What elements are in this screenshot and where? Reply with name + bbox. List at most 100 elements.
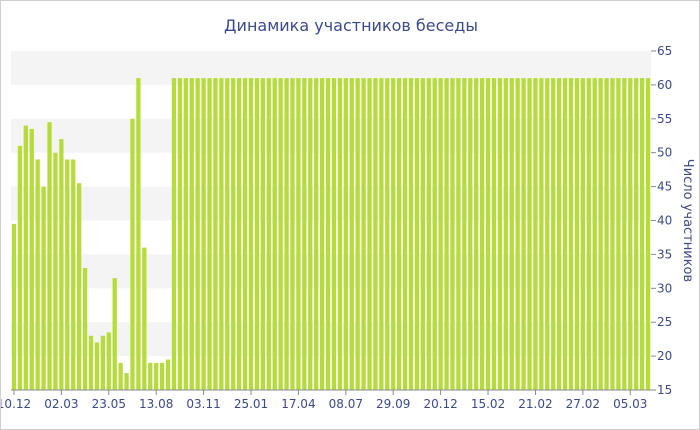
bar	[361, 78, 366, 391]
bar	[59, 139, 64, 390]
bar	[343, 78, 348, 391]
bar	[112, 278, 117, 390]
bar	[148, 362, 153, 390]
bar	[420, 78, 425, 391]
bar	[444, 78, 449, 391]
y-tick-label: 20	[657, 349, 672, 363]
bar	[598, 78, 603, 391]
bar	[485, 78, 491, 391]
bar	[385, 78, 390, 391]
bar	[77, 183, 82, 390]
bar	[325, 78, 331, 391]
bar	[610, 78, 615, 391]
bar	[355, 78, 360, 391]
x-tick-label: 10.12	[1, 397, 31, 411]
bar	[474, 78, 479, 391]
bar	[551, 78, 556, 391]
bar	[183, 78, 188, 391]
bar	[266, 78, 271, 391]
x-tick-label: 23.05	[92, 397, 126, 411]
bar	[491, 78, 497, 391]
x-tick-label: 17.04	[281, 397, 315, 411]
bar	[272, 78, 277, 391]
bar	[533, 78, 538, 391]
bar	[118, 362, 123, 390]
grid-band	[11, 51, 651, 85]
x-tick-label: 21.02	[518, 397, 552, 411]
bar	[391, 78, 396, 391]
bar	[568, 78, 574, 391]
bar	[124, 373, 129, 390]
grid-band	[11, 186, 651, 221]
grid-band	[11, 322, 651, 357]
bar	[592, 78, 597, 391]
bar	[574, 78, 580, 391]
x-tick-label: 20.12	[423, 397, 457, 411]
bar	[290, 78, 295, 391]
bar	[562, 78, 568, 391]
x-tick-label: 08.07	[329, 397, 363, 411]
y-axis-label: Число участников	[680, 159, 695, 282]
bar	[503, 78, 508, 391]
bar	[450, 78, 455, 391]
bar	[248, 78, 254, 391]
y-tick-label: 50	[657, 146, 672, 160]
bar	[397, 78, 402, 391]
bar	[195, 78, 200, 391]
bar	[645, 78, 651, 391]
x-tick-label: 27.02	[566, 397, 600, 411]
bar	[106, 332, 111, 390]
bar	[616, 78, 621, 391]
bar	[35, 159, 40, 390]
y-tick-label: 30	[657, 281, 672, 295]
bar	[82, 267, 88, 390]
bar	[136, 78, 141, 391]
bar	[284, 78, 289, 391]
bar	[545, 78, 550, 391]
y-tick-label: 65	[657, 44, 672, 58]
bar	[426, 78, 431, 391]
bar	[53, 152, 58, 390]
bar	[509, 78, 514, 391]
bar	[527, 78, 532, 391]
bar	[497, 78, 503, 391]
grid-band	[11, 118, 651, 153]
bar	[11, 223, 17, 390]
bar	[130, 118, 135, 391]
bar	[337, 78, 343, 391]
bar	[23, 125, 28, 390]
bar	[367, 78, 372, 391]
y-tick-label: 60	[657, 78, 672, 92]
bar	[414, 78, 420, 391]
bar	[402, 78, 408, 391]
bar	[231, 78, 236, 391]
bar	[47, 122, 52, 390]
x-tick-label: 25.01	[234, 397, 268, 411]
bar	[242, 78, 248, 391]
bar	[29, 128, 34, 390]
bar	[438, 78, 443, 391]
bar	[456, 78, 461, 391]
bar	[260, 78, 265, 391]
bar	[213, 78, 218, 391]
bar	[254, 78, 260, 391]
y-tick-label: 35	[657, 247, 672, 261]
bar	[468, 78, 473, 391]
bar	[432, 78, 437, 391]
y-tick-label: 45	[657, 180, 672, 194]
bar	[201, 78, 206, 391]
bar	[171, 78, 177, 391]
x-tick-label: 13.08	[139, 397, 173, 411]
bar	[88, 335, 94, 390]
bar	[639, 78, 645, 391]
bar	[159, 362, 165, 390]
bar	[462, 78, 467, 391]
bar	[308, 78, 313, 391]
bar	[479, 78, 485, 391]
bar	[408, 78, 414, 391]
bar	[65, 159, 70, 390]
x-tick-label: 02.03	[44, 397, 78, 411]
x-tick-label: 15.02	[471, 397, 505, 411]
